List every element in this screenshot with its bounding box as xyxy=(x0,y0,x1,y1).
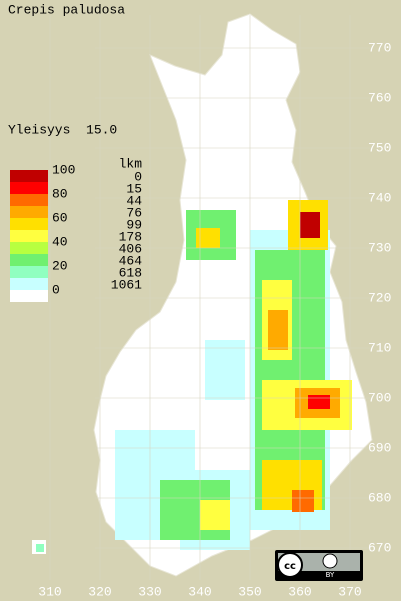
legend-swatch xyxy=(10,254,48,266)
y-label: 760 xyxy=(368,90,391,105)
legend-swatch xyxy=(10,290,48,302)
y-label: 670 xyxy=(368,540,391,555)
x-label: 310 xyxy=(38,584,61,599)
y-label: 680 xyxy=(368,490,391,505)
legend-swatch xyxy=(10,182,48,194)
count-label: 618 xyxy=(119,265,142,280)
legend-swatch xyxy=(10,218,48,230)
count-label: 464 xyxy=(119,253,143,268)
y-label: 700 xyxy=(368,390,391,405)
count-label: 15 xyxy=(126,181,142,196)
y-label: 710 xyxy=(368,340,391,355)
x-label: 330 xyxy=(138,584,161,599)
y-label: 720 xyxy=(368,290,391,305)
count-label: 44 xyxy=(126,193,142,208)
count-label: 178 xyxy=(119,229,142,244)
count-label: 406 xyxy=(119,241,142,256)
legend-swatch xyxy=(10,206,48,218)
x-label: 350 xyxy=(238,584,261,599)
occurrence-cells xyxy=(36,200,352,552)
count-label: 76 xyxy=(126,205,142,220)
legend-swatch xyxy=(10,242,48,254)
scale-label: 20 xyxy=(52,258,68,273)
svg-text:cc: cc xyxy=(284,561,296,572)
scale-label: 60 xyxy=(52,210,68,225)
y-label: 730 xyxy=(368,240,391,255)
y-label: 750 xyxy=(368,140,391,155)
legend-swatch xyxy=(10,266,48,278)
legend-swatch xyxy=(10,170,48,182)
x-label: 340 xyxy=(188,584,211,599)
grid xyxy=(49,15,372,580)
scale-label: 100 xyxy=(52,162,75,177)
scale-label: 80 xyxy=(52,186,68,201)
y-label: 690 xyxy=(368,440,391,455)
scale-label: 0 xyxy=(52,282,60,297)
count-label: 1061 xyxy=(111,277,142,292)
species-title: Crepis paludosa xyxy=(8,2,125,17)
frequency: Yleisyys 15.0 xyxy=(8,122,117,137)
x-label: 370 xyxy=(338,584,361,599)
legend-swatch xyxy=(10,278,48,290)
count-header: lkm xyxy=(119,156,143,171)
legend-swatch xyxy=(10,194,48,206)
badge-label: BY xyxy=(326,571,335,579)
y-label: 740 xyxy=(368,190,391,205)
y-label: 770 xyxy=(368,40,391,55)
scale-label: 40 xyxy=(52,234,68,249)
x-label: 320 xyxy=(88,584,111,599)
count-label: 0 xyxy=(134,169,142,184)
license-badge: cc BY xyxy=(275,550,363,581)
x-label: 360 xyxy=(288,584,311,599)
count-label: 99 xyxy=(126,217,142,232)
legend-swatch xyxy=(10,230,48,242)
